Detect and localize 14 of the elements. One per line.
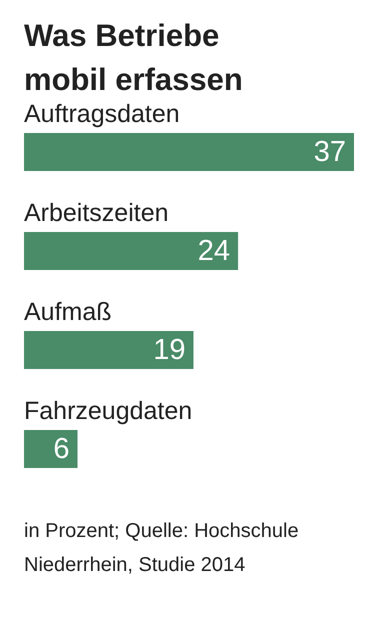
text: in Prozent; Quelle: Hochschule Niederrhein, Studie 2014 (24, 519, 300, 578)
data-label: 24 (198, 235, 230, 267)
bar (24, 430, 78, 468)
bar (24, 133, 354, 171)
chart-title: Was Betriebe mobil erfassen (24, 18, 243, 97)
bar (24, 331, 194, 369)
y-tick-label: Auftragsdaten (24, 100, 180, 128)
data-label: 19 (153, 334, 186, 366)
y-tick-label: Fahrzeugdaten (24, 397, 192, 425)
bar (24, 232, 238, 270)
data-label: 37 (314, 136, 346, 168)
y-tick-label: Arbeitszeiten (24, 199, 169, 227)
y-tick-label: Aufmaß (24, 298, 112, 326)
data-label: 6 (53, 433, 70, 465)
